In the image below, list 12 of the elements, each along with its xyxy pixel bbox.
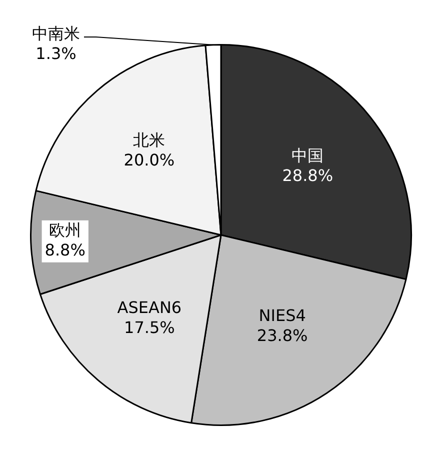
slice-label: NIES4 bbox=[258, 306, 306, 325]
data-label: 1.3% bbox=[36, 44, 76, 64]
data-label: 17.5% bbox=[124, 318, 175, 338]
slice-label: 北米 bbox=[133, 130, 166, 150]
slice-label: ASEAN6 bbox=[117, 298, 182, 318]
slice-label: 中南米 bbox=[32, 24, 80, 44]
data-label: 20.0% bbox=[124, 150, 175, 170]
data-label: 23.8% bbox=[256, 326, 308, 345]
data-label: 28.8% bbox=[282, 166, 334, 185]
slice-label: 中国 bbox=[292, 146, 324, 165]
slice-label: 欧州 bbox=[49, 220, 82, 240]
data-label: 8.8% bbox=[44, 240, 86, 260]
